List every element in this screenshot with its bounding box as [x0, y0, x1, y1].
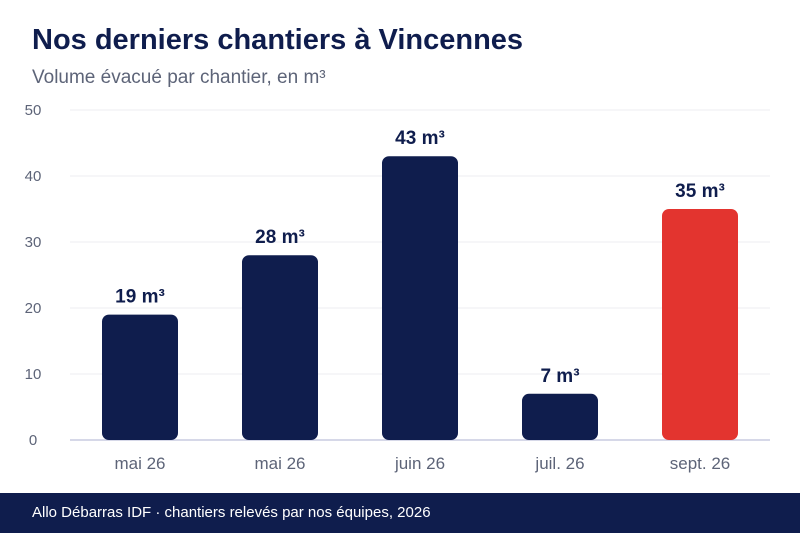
bar	[242, 255, 318, 440]
bar-chart: 0 10 20 30 40 50 19 m³ mai 26 28 m³ mai 26 43 m³ ju…	[25, 102, 770, 473]
footer-bar: Allo Débarras IDF · chantiers relevés pa…	[0, 493, 800, 533]
bar	[522, 393, 598, 440]
y-tick-label: 10	[25, 366, 42, 383]
source-note: Allo Débarras IDF · chantiers relevés pa…	[32, 504, 431, 521]
bar-value-label: 7 m³	[540, 366, 579, 387]
bar-value-label: 19 m³	[115, 287, 165, 308]
x-tick-label: juil. 26	[534, 454, 584, 473]
bar	[382, 156, 458, 440]
y-tick-label: 0	[29, 432, 37, 449]
x-tick-label: mai 26	[114, 454, 165, 473]
x-tick-label: juin 26	[394, 454, 445, 473]
bar-value-label: 28 m³	[255, 227, 305, 248]
bar-value-label: 35 m³	[675, 181, 725, 202]
y-tick-label: 50	[25, 102, 42, 119]
bar-value-label: 43 m³	[395, 128, 445, 149]
y-tick-label: 20	[25, 300, 42, 317]
x-tick-label: mai 26	[254, 454, 305, 473]
chart-subtitle: Volume évacué par chantier, en m³	[32, 67, 326, 88]
x-tick-label: sept. 26	[670, 454, 731, 473]
chart-title: Nos derniers chantiers à Vincennes	[32, 24, 524, 56]
bar	[102, 314, 178, 440]
bar	[662, 209, 738, 440]
y-tick-label: 30	[25, 234, 42, 251]
y-tick-label: 40	[25, 168, 42, 185]
